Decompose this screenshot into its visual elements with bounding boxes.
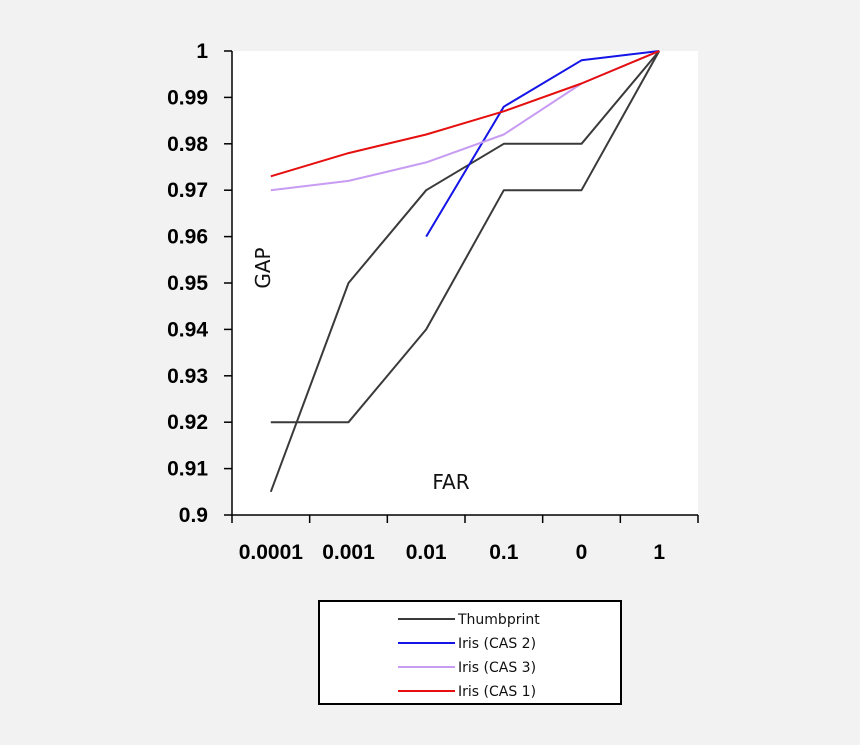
series-line — [269, 50, 660, 493]
x-tick-label: 0.1 — [489, 541, 519, 564]
axes — [224, 50, 699, 523]
legend-box — [318, 600, 622, 705]
series-line — [270, 50, 661, 424]
y-tick-label: 0.98 — [167, 133, 208, 156]
legend-label: Thumbprint — [457, 612, 540, 628]
tick-labels: 0.9 0.91 0.92 0.93 0.94 0.95 0.96 0.97 0.98 0.99 1… — [167, 40, 665, 564]
y-tick-label: 0.95 — [167, 272, 208, 295]
legend: Thumbprint Iris (CAS 2) Iris (CAS 3) Iris (… — [318, 600, 622, 705]
y-tick-label: 0.96 — [167, 226, 208, 249]
x-tick-label: 1 — [653, 541, 665, 564]
legend-label: Iris (CAS 1) — [458, 684, 536, 700]
x-tick-label: 0.01 — [406, 541, 447, 564]
series-group — [269, 50, 661, 493]
y-tick-label: 0.94 — [167, 318, 208, 341]
plot-area — [232, 51, 698, 515]
y-tick-label: 0.93 — [167, 365, 208, 388]
x-tick-label: 0.001 — [322, 541, 375, 564]
y-tick-label: 0.92 — [167, 411, 208, 434]
x-tick-label: 0.0001 — [239, 541, 304, 564]
x-tick-label: 0 — [576, 541, 588, 564]
y-tick-label: 0.99 — [167, 86, 208, 109]
series-line — [425, 50, 660, 238]
y-axis-title: GAP — [251, 247, 275, 288]
series-line — [270, 50, 660, 178]
x-axis-title: FAR — [432, 470, 469, 494]
legend-label: Iris (CAS 2) — [458, 636, 536, 652]
y-tick-label: 0.9 — [179, 504, 208, 527]
y-tick-label: 0.97 — [167, 179, 208, 202]
y-tick-label: 0.91 — [167, 458, 208, 481]
y-tick-label: 1 — [196, 40, 208, 63]
legend-label: Iris (CAS 3) — [458, 660, 536, 676]
